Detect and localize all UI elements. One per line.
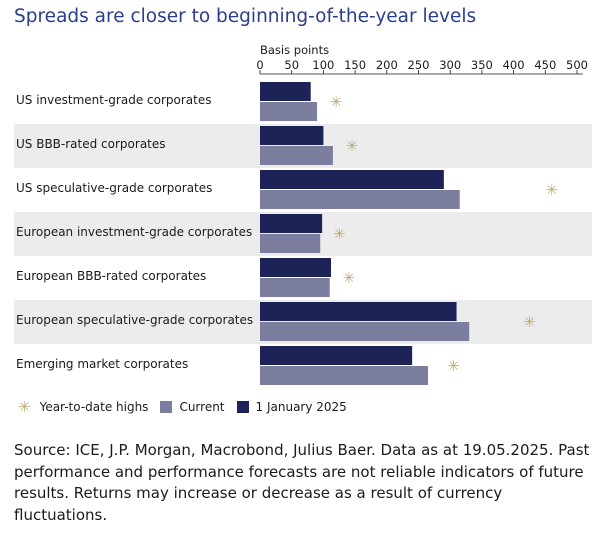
- bar-jan-2025: [260, 82, 311, 101]
- legend-label-jan: 1 January 2025: [255, 400, 347, 414]
- category-label: European investment-grade corporates: [16, 225, 252, 239]
- x-tick-label: 100: [312, 58, 334, 72]
- x-tick-label: 200: [376, 58, 398, 72]
- ytd-high-marker: ✳: [346, 137, 359, 155]
- category-label: European BBB-rated corporates: [16, 269, 206, 283]
- legend-label-ytd-highs: Year-to-date highs: [39, 400, 149, 414]
- chart-legend: ✳ Year-to-date highs Current 1 January 2…: [18, 398, 359, 416]
- x-tick-label: 0: [256, 58, 263, 72]
- x-tick-label: 250: [408, 58, 430, 72]
- ytd-high-marker: ✳: [545, 181, 558, 199]
- ytd-high-marker: ✳: [523, 313, 536, 331]
- category-label: European speculative-grade corporates: [16, 313, 253, 327]
- bar-current: [260, 366, 429, 385]
- ytd-high-marker: ✳: [447, 357, 460, 375]
- category-label: US BBB-rated corporates: [16, 137, 166, 151]
- category-label: US investment-grade corporates: [16, 93, 212, 107]
- legend-label-current: Current: [179, 400, 225, 414]
- x-axis-units-label: Basis points: [260, 43, 330, 57]
- bar-current: [260, 102, 318, 121]
- bar-chart: 0 50 100 150 200 250 300 350 400 450 500 US investm…: [14, 58, 592, 385]
- legend-swatch-jan: [236, 401, 249, 413]
- bar-current: [260, 322, 470, 341]
- bar-current: [260, 190, 460, 209]
- x-tick-label: 450: [534, 58, 556, 72]
- x-tick-label: 300: [439, 58, 461, 72]
- bar-jan-2025: [260, 214, 323, 233]
- x-tick-label: 350: [471, 58, 493, 72]
- category-label: Emerging market corporates: [16, 357, 188, 371]
- x-tick-label: 50: [284, 58, 299, 72]
- x-tick-label: 150: [344, 58, 366, 72]
- bar-jan-2025: [260, 258, 332, 277]
- bar-jan-2025: [260, 170, 444, 189]
- chart-title: Spreads are closer to beginning-of-the-y…: [14, 6, 477, 27]
- bar-jan-2025: [260, 346, 413, 365]
- x-tick-label: 500: [566, 58, 588, 72]
- bar-jan-2025: [260, 126, 324, 145]
- category-label: US speculative-grade corporates: [16, 181, 212, 195]
- x-tick-label: 400: [503, 58, 525, 72]
- ytd-high-marker: ✳: [330, 93, 343, 111]
- ytd-high-marker: ✳: [333, 225, 346, 243]
- source-note: Source: ICE, J.P. Morgan, Macrobond, Jul…: [14, 441, 590, 524]
- ytd-high-marker: ✳: [342, 269, 355, 287]
- bar-current: [260, 234, 321, 253]
- bar-jan-2025: [260, 302, 457, 321]
- legend-swatch-current: [160, 401, 173, 413]
- bar-current: [260, 146, 333, 165]
- star-icon: ✳: [18, 398, 31, 416]
- bar-current: [260, 278, 330, 297]
